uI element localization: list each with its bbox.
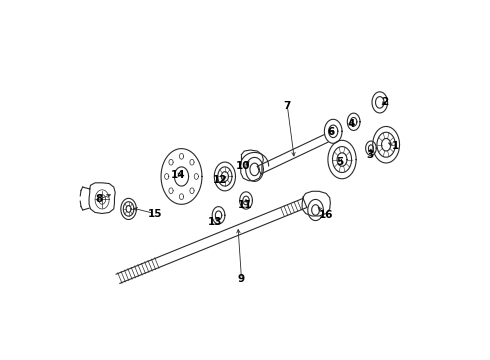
- Text: 11: 11: [238, 200, 252, 210]
- Text: 6: 6: [328, 127, 335, 138]
- Text: 9: 9: [238, 274, 245, 284]
- Text: 3: 3: [367, 150, 374, 160]
- Text: 10: 10: [236, 161, 250, 171]
- Text: 16: 16: [319, 210, 333, 220]
- Text: 7: 7: [284, 101, 291, 111]
- Text: 2: 2: [381, 98, 388, 107]
- Text: 8: 8: [95, 194, 102, 204]
- Text: 13: 13: [208, 217, 222, 227]
- Text: 15: 15: [147, 208, 162, 219]
- Text: 14: 14: [171, 170, 185, 180]
- Text: 4: 4: [347, 118, 355, 129]
- Text: 12: 12: [213, 175, 227, 185]
- Text: 1: 1: [392, 141, 398, 152]
- Text: 5: 5: [337, 157, 344, 167]
